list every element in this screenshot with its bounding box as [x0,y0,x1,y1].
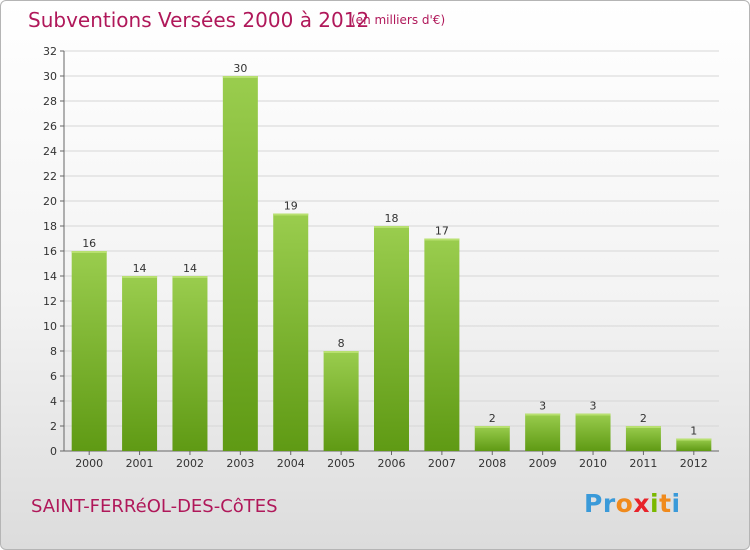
bar-top-highlight [424,238,460,241]
x-tick-label: 2004 [277,457,305,470]
value-labels: 16 14 14 30 19 8 18 17 2 3 3 2 1 [82,62,697,438]
bar-2009 [525,413,561,451]
bar-top-highlight [474,426,510,428]
bar-2002 [172,276,208,451]
bar-2006 [374,226,409,451]
value-label: 17 [435,225,449,238]
bar-2010 [575,413,611,451]
bar-top-highlight [676,438,712,441]
value-label: 3 [590,400,597,413]
value-label: 8 [338,337,345,350]
chart-unit: (en milliers d'€) [351,13,446,27]
bar-top-highlight [222,76,258,78]
bar-2005 [323,351,359,451]
value-label: 3 [539,400,546,413]
x-tick-label: 2008 [478,457,506,470]
y-tick-label: 28 [43,95,57,108]
bar-2011 [625,426,661,451]
value-label: 2 [640,412,647,425]
x-tick-label: 2011 [629,457,657,470]
y-tick-label: 12 [43,295,57,308]
bar-top-highlight [122,276,158,278]
y-tick-label: 4 [50,395,57,408]
bar-2003 [222,76,258,451]
bar-top-highlight [323,351,359,353]
y-tick-label: 6 [50,370,57,383]
y-tick-label: 30 [43,70,57,83]
bar-2012 [676,438,712,451]
x-tick-label: 2000 [75,457,103,470]
value-label: 30 [233,62,247,75]
value-label: 1 [690,425,697,438]
value-label: 14 [183,262,197,275]
y-tick-label: 0 [50,445,57,458]
logo-letter: t [659,489,672,518]
y-tick-label: 16 [43,245,57,258]
bar-2000 [71,251,107,451]
value-label: 14 [133,262,147,275]
bar-top-highlight [525,413,561,416]
bar-top-highlight [172,276,208,278]
logo-letter: i [671,489,681,518]
x-tick-label: 2006 [378,457,406,470]
x-tick-labels: 2000 2001 2002 2003 2004 2005 2006 2007 2008 2009… [75,457,708,470]
bars [71,76,712,451]
bar-top-highlight [273,213,309,216]
bar-top-highlight [374,226,409,228]
chart-title: Subventions Versées 2000 à 2012 [28,8,370,32]
value-label: 19 [284,200,298,213]
value-label: 16 [82,237,96,250]
y-tick-label: 8 [50,345,57,358]
y-tick-label: 20 [43,195,57,208]
bar-2007 [424,238,460,451]
bar-top-highlight [575,413,611,416]
y-tick-label: 26 [43,120,57,133]
y-tick-label: 18 [43,220,57,233]
proxiti-logo: Proxiti [584,489,681,518]
x-tick-label: 2001 [126,457,154,470]
y-tick-label: 32 [43,45,57,58]
commune-name: SAINT-FERRéOL-DES-CôTES [31,496,278,517]
bar-2001 [122,276,158,451]
value-label: 2 [489,412,496,425]
x-tick-label: 2002 [176,457,204,470]
y-tick-label: 14 [43,270,57,283]
logo-letter: i [650,489,660,518]
bar-top-highlight [71,251,107,253]
logo-letter: r [602,489,616,518]
y-tick-label: 2 [50,420,57,433]
x-tick-label: 2007 [428,457,456,470]
bar-2004 [273,213,309,451]
y-tick-label: 24 [43,145,57,158]
y-tick-label: 10 [43,320,57,333]
value-label: 18 [385,212,399,225]
x-tick-label: 2012 [680,457,708,470]
x-tick-label: 2010 [579,457,607,470]
y-tick-label: 22 [43,170,57,183]
x-tick-label: 2005 [327,457,355,470]
x-tick-label: 2009 [529,457,557,470]
bar-2008 [474,426,510,451]
logo-letter: x [633,489,650,518]
x-tick-label: 2003 [226,457,254,470]
bar-top-highlight [625,426,661,428]
logo-letter: o [615,489,634,518]
logo-letter: P [584,489,603,518]
